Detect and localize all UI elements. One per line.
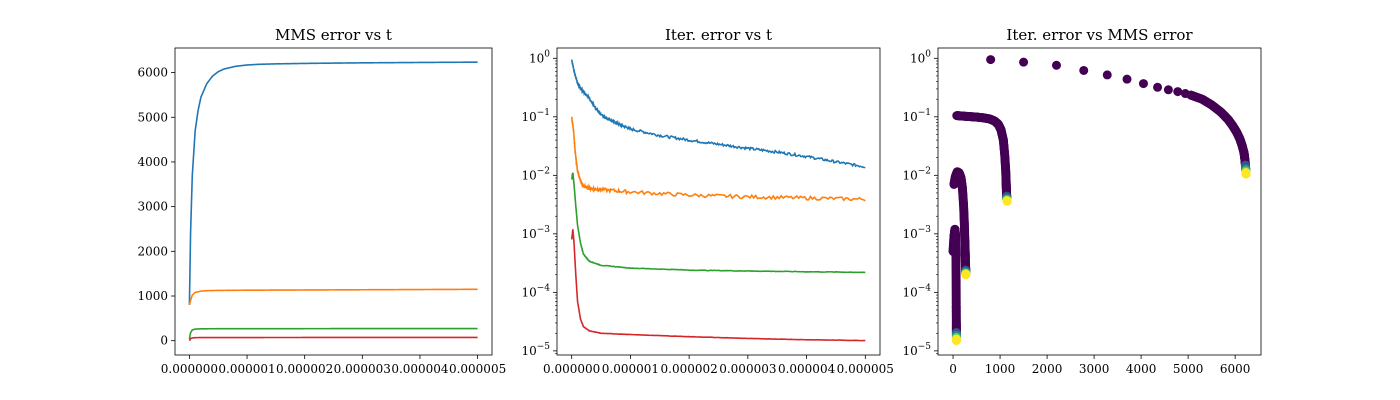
y-tick-label: 100 xyxy=(529,49,550,65)
x-tick-label: 6000 xyxy=(1220,362,1251,376)
x-tick-label: 0.000003 xyxy=(719,362,776,376)
scatter-point xyxy=(1153,82,1163,92)
axes-frame xyxy=(937,47,1262,356)
x-tick-label: 0.000002 xyxy=(661,362,718,376)
x-tick-label: 0.000000 xyxy=(543,362,600,376)
scatter-point xyxy=(1102,70,1112,80)
y-tick-label: 10−3 xyxy=(521,225,550,241)
y-tick-label: 10−4 xyxy=(902,283,931,299)
scatter-point xyxy=(1002,196,1012,206)
scatter-point xyxy=(1051,60,1061,70)
x-tick-label: 2000 xyxy=(1032,362,1063,376)
chart-mms-error-vs-t: MMS error vs t 0.000000 0.000001 0.000002 0… xyxy=(137,26,506,376)
axes-frame xyxy=(556,47,881,356)
y-tick-label: 1000 xyxy=(137,289,168,303)
x-tick-label: 3000 xyxy=(1079,362,1110,376)
chart-iter-error-vs-mms-error: Iter. error vs MMS error 0 1000 2000 3000 40… xyxy=(902,26,1262,376)
y-tick-label: 2000 xyxy=(137,244,168,258)
y-tick-label: 10−1 xyxy=(902,108,931,124)
y-tick-label: 4000 xyxy=(137,155,168,169)
series-line-0 xyxy=(570,59,866,169)
series-line-2 xyxy=(188,327,478,340)
x-tick-label: 0.000003 xyxy=(334,362,391,376)
x-tick-label: 5000 xyxy=(1173,362,1204,376)
scatter-point xyxy=(1122,74,1132,84)
x-tick-label: 0.000002 xyxy=(276,362,333,376)
x-tick-label: 0.000001 xyxy=(602,362,659,376)
series-line-1 xyxy=(188,288,478,306)
x-tick-label: 4000 xyxy=(1126,362,1157,376)
plot-area xyxy=(948,55,1251,346)
y-tick-label: 5000 xyxy=(137,110,168,124)
y-tick-label: 100 xyxy=(910,49,931,65)
scatter-point xyxy=(986,55,996,65)
y-tick-label: 6000 xyxy=(137,66,168,80)
scatter-point xyxy=(1241,169,1251,179)
scatter-point xyxy=(1138,79,1148,89)
series-line-3 xyxy=(188,336,478,342)
x-tick-label: 0.000001 xyxy=(218,362,275,376)
chart-title: Iter. error vs MMS error xyxy=(1006,26,1193,44)
series-line-2 xyxy=(570,172,866,274)
y-tick-label: 0 xyxy=(160,334,168,348)
y-tick-label: 10−3 xyxy=(902,225,931,241)
scatter-point xyxy=(1019,57,1029,67)
x-tick-label: 0.000000 xyxy=(161,362,218,376)
y-tick-label: 10−5 xyxy=(521,342,550,358)
chart-title: Iter. error vs t xyxy=(665,26,772,44)
scatter-point xyxy=(1079,65,1089,75)
y-tick-label: 10−2 xyxy=(521,166,550,182)
series-line-1 xyxy=(570,116,866,202)
x-tick-label: 0.000005 xyxy=(837,362,894,376)
x-tick-label: 0 xyxy=(949,362,957,376)
x-tick-label: 1000 xyxy=(985,362,1016,376)
scatter-point xyxy=(1163,85,1173,95)
scatter-point xyxy=(951,336,961,346)
x-tick-label: 0.000004 xyxy=(391,362,449,376)
x-tick-label: 0.000005 xyxy=(449,362,506,376)
series-line-3 xyxy=(570,229,866,342)
x-tick-label: 0.000004 xyxy=(778,362,836,376)
chart-title: MMS error vs t xyxy=(275,26,392,44)
y-tick-label: 10−4 xyxy=(521,283,550,299)
y-tick-label: 10−2 xyxy=(902,166,931,182)
y-tick-label: 10−1 xyxy=(521,108,550,124)
series-line-0 xyxy=(188,61,478,305)
plot-area xyxy=(570,59,866,342)
chart-iter-error-vs-t: Iter. error vs t 0.000000 0.000001 0.00000… xyxy=(521,26,894,376)
y-tick-label: 3000 xyxy=(137,200,168,214)
plot-area xyxy=(188,61,478,342)
y-tick-label: 10−5 xyxy=(902,342,931,358)
scatter-point xyxy=(1173,87,1183,97)
axes-frame xyxy=(174,47,493,356)
scatter-point xyxy=(961,270,971,280)
